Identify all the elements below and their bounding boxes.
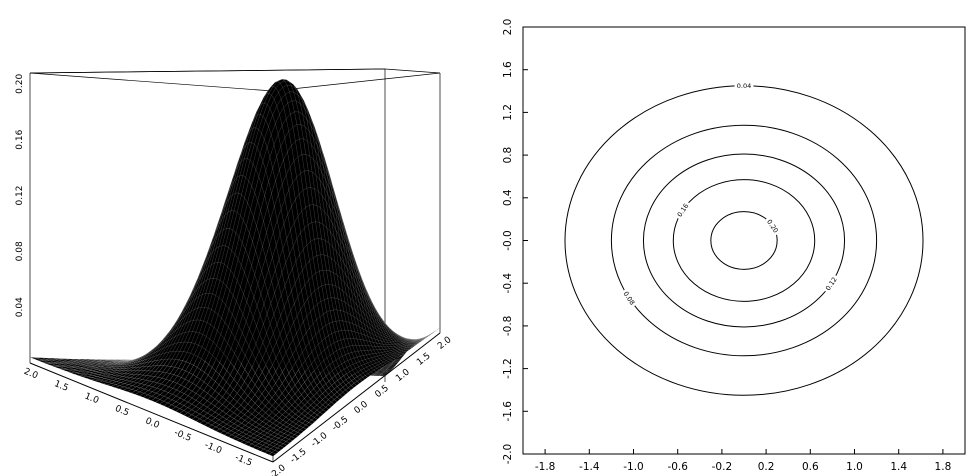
x-tick-label: -0.2	[712, 461, 733, 473]
x-tick-label: 0.0	[144, 416, 161, 431]
contour-x-axis-ticks: -1.8 -1.4 -1.0 -0.6 -0.2 0.2 0.6 1.0 1.4 1.8	[535, 449, 951, 473]
contour-plot: 2.01.61.20.80.4-0.0-0.4-0.8-1.2-1.6-2.0 …	[502, 19, 966, 473]
z-tick-label: 0.20	[15, 74, 25, 94]
contour-label-bg	[764, 216, 782, 237]
x-tick-label: -1.0	[623, 461, 644, 473]
z-tick-label: 0.04	[15, 297, 25, 317]
contour-label-bg	[822, 273, 840, 294]
x-tick-label: -0.5	[173, 428, 193, 444]
y-tick-label: -1.0	[310, 431, 330, 450]
x-tick-label: -1.0	[203, 440, 223, 456]
z-axis-ticks: 0.04 0.08 0.12 0.16 0.20	[15, 74, 25, 318]
surface-plot: 0.040.080.120.160.20 2.01.51.00.50.0-0.5…	[15, 68, 454, 476]
y-tick-label: -0.4	[502, 273, 514, 294]
z-tick-label: 0.08	[15, 241, 25, 261]
x-tick-label: 1.4	[890, 461, 907, 473]
contour-y-axis-ticks: 2.0 1.6 1.2 0.8 0.4 -0.0 -0.4 -0.8 -1.2 -1.6 -2.0	[502, 19, 528, 465]
y-tick-label: -2.0	[502, 444, 514, 465]
x-tick-label: 0.6	[802, 461, 819, 473]
y-tick-label: 0.0	[353, 399, 371, 416]
contour-plot-frame	[522, 26, 966, 455]
box-front-edges	[29, 68, 441, 463]
x-tick-label: -1.4	[579, 461, 600, 473]
y-tick-label: -1.5	[289, 447, 309, 466]
y-tick-label: 1.6	[502, 61, 514, 78]
contour-label-bg	[734, 81, 754, 90]
y-tick-label: -1.6	[502, 401, 514, 422]
gaussian-surface	[29, 79, 441, 457]
x-tick-label: 1.8	[935, 461, 952, 473]
y-tick-label: 1.5	[415, 351, 432, 368]
y-tick-label: -0.8	[502, 316, 514, 337]
y-tick-label: 2.0	[436, 335, 454, 352]
x-tick-label: 0.2	[758, 461, 775, 473]
x-tick-label: -0.6	[667, 461, 688, 473]
z-tick-label: 0.16	[15, 129, 25, 149]
y-tick-label: -1.2	[502, 358, 514, 379]
x-tick-label: 1.5	[53, 379, 70, 394]
x-tick-label: 1.0	[846, 461, 863, 473]
y-tick-label: 0.8	[502, 147, 514, 164]
contour-lines: 0.040.080.120.160.20	[564, 81, 924, 396]
contour-line	[672, 179, 816, 302]
x-tick-label: 2.0	[22, 367, 39, 382]
y-tick-label: 0.5	[373, 383, 390, 400]
y-tick-label: 0.4	[502, 189, 514, 206]
contour-line	[710, 211, 778, 270]
x-tick-label: -1.8	[535, 461, 556, 473]
y-tick-label: -2.0	[268, 463, 288, 476]
y-tick-label: 1.2	[502, 104, 514, 121]
contour-level-label: 0.04	[737, 82, 751, 90]
contour-line	[564, 85, 924, 396]
contour-line	[610, 124, 878, 357]
x-tick-label: -1.5	[233, 453, 253, 469]
contour-label-bg	[620, 288, 638, 309]
contour-label-bg	[674, 200, 692, 221]
y-tick-label: -0.0	[502, 230, 514, 251]
y-tick-label: -0.5	[330, 415, 350, 434]
y-tick-label: 1.0	[394, 367, 412, 384]
contour-line	[642, 153, 846, 328]
x-tick-label: 1.0	[83, 392, 100, 407]
y-tick-label: 2.0	[502, 19, 514, 36]
z-tick-label: 0.12	[15, 185, 25, 205]
x-tick-label: 0.5	[113, 404, 130, 419]
